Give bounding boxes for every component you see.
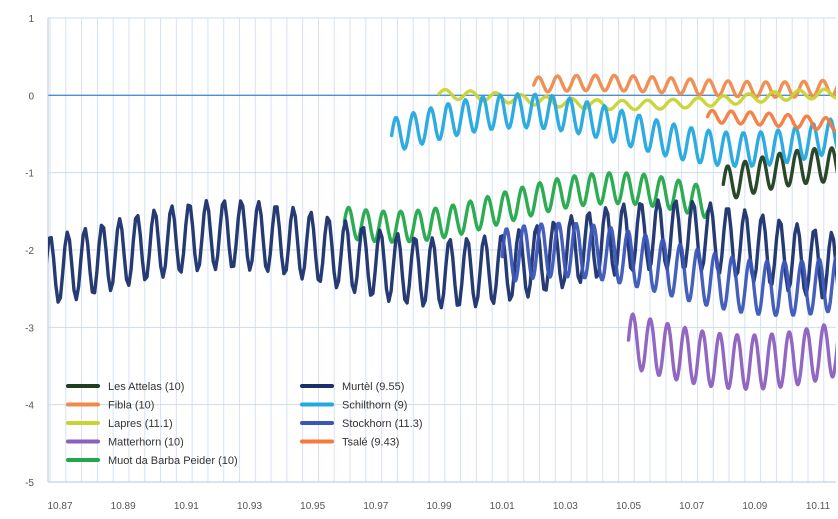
series-line [532,73,836,99]
series-line [626,312,836,391]
y-tick-label: -5 [25,478,34,489]
legend-label: Stockhorn (11.3) [342,418,423,430]
series-line [389,92,836,168]
y-tick-label: -2 [25,246,34,257]
x-tick-label: 10.09 [742,501,767,512]
x-tick-label: 10.97 [363,501,388,512]
y-tick-label: -4 [25,401,34,412]
x-tick-label: 10.87 [47,501,72,512]
y-tick-label: 1 [28,14,34,25]
y-tick-label: -1 [25,169,34,180]
x-tick-label: 10.05 [616,501,641,512]
x-tick-label: 10.07 [679,501,704,512]
legend-label: Fibla (10) [108,400,154,412]
y-tick-label: 0 [28,91,34,102]
x-tick-label: 10.11 [806,501,831,512]
series-line [721,146,836,200]
series-line [342,171,710,244]
x-tick-label: 10.91 [174,501,199,512]
legend-label: Murtèl (9.55) [342,381,404,393]
legend-label: Les Attelas (10) [108,381,184,393]
legend-label: Muot da Barba Peider (10) [108,455,238,467]
series-line [48,198,836,310]
legend-label: Matterhorn (10) [108,437,184,449]
series-group [48,73,836,391]
legend-label: Lapres (11.1) [108,418,173,430]
legend-label: Schilthorn (9) [342,400,407,412]
legend-label: Tsalé (9.43) [342,437,399,449]
y-tick-label: -3 [25,323,34,334]
x-tick-label: 10.99 [426,501,451,512]
series-line [437,87,836,112]
x-tick-label: 10.01 [490,501,515,512]
legend: Les Attelas (10) Fibla (10) Lapres (11.1) M… [66,381,423,467]
series-line [705,108,836,133]
series-line [500,221,836,317]
x-tick-label: 10.93 [237,501,262,512]
x-tick-label: 10.95 [300,501,325,512]
x-tick-label: 10.89 [111,501,136,512]
x-tick-label: 10.03 [553,501,578,512]
